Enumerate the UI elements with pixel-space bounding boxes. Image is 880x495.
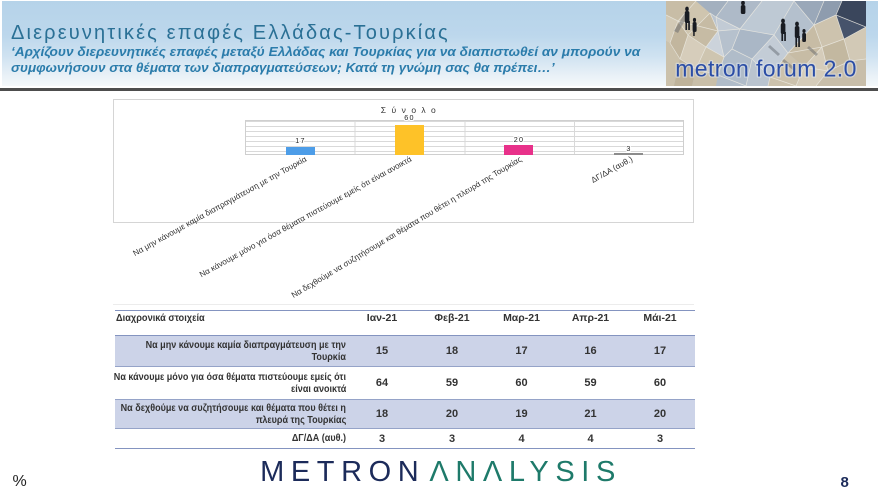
- svg-text:metron forum 2.0: metron forum 2.0: [675, 56, 857, 82]
- svg-text:metron forum 2.0: metron forum 2.0: [675, 56, 857, 82]
